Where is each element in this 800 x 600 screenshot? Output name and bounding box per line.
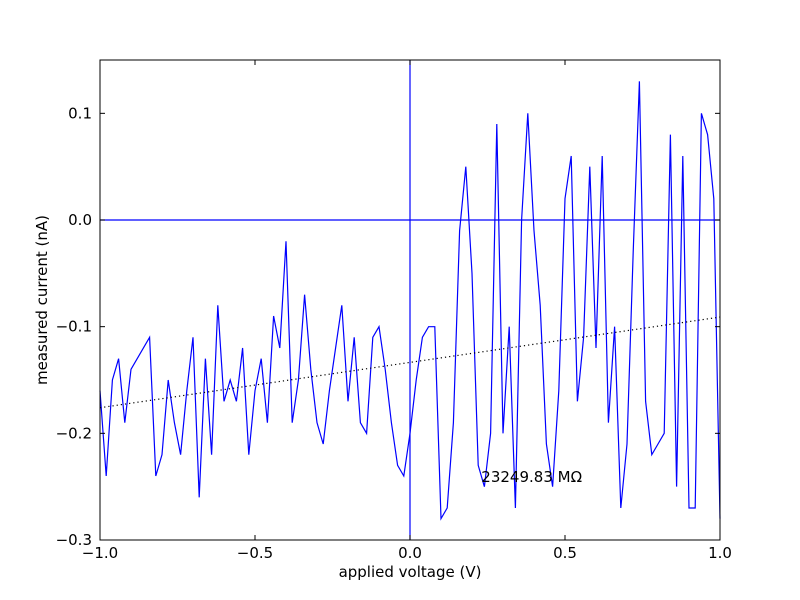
y-tick-label: 0.0 [68,211,92,229]
y-tick-label: −0.3 [56,531,92,549]
x-tick-label: −1.0 [82,544,118,562]
x-tick-label: 1.0 [708,544,732,562]
measurement-line [99,81,721,521]
y-axis-label: measured current (nA) [33,215,51,385]
x-tick-label: 0.0 [398,544,422,562]
plot-area [99,60,721,540]
x-tick-label: −0.5 [237,544,273,562]
y-tick-label: −0.2 [56,424,92,442]
x-tick-label: 0.5 [553,544,577,562]
y-tick-label: −0.1 [56,318,92,336]
resistance-annotation: 23249.83 MΩ [481,468,582,486]
axis-ticks: −1.0 −0.5 0.0 0.5 1.0 −0.3 −0.2 −0.1 0.0 0.1 [56,60,732,562]
x-axis-label: applied voltage (V) [339,563,482,581]
y-tick-label: 0.1 [68,104,92,122]
